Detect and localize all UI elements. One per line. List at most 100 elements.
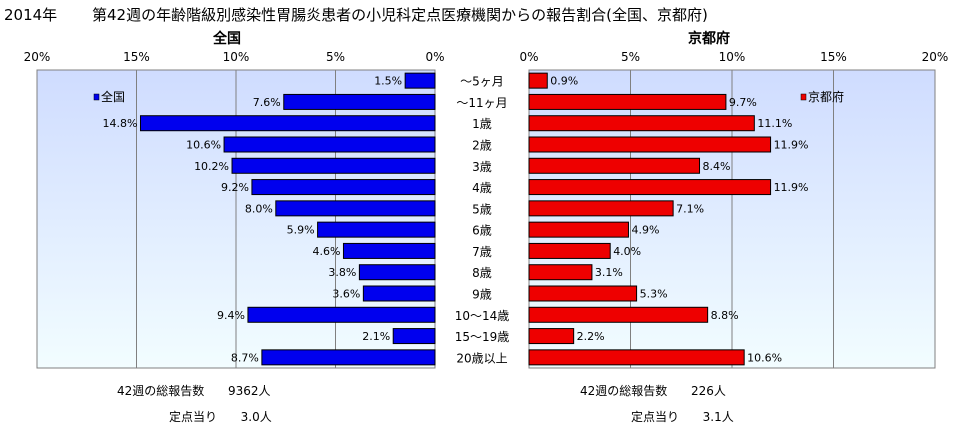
age-category-label: ～5ヶ月 [460,75,504,89]
national-data-label: 9.4% [217,309,245,322]
kyoto-bar [528,115,755,132]
age-category-label: 5歳 [472,202,492,216]
national-legend-swatch [93,93,100,101]
national-total: 42週の総報告数 9362人 [117,382,270,399]
national-per-label: 定点当り [169,410,218,424]
age-category-label: 10～14歳 [455,309,510,323]
chart-title: 2014年 第42週の年齢階級別感染性胃腸炎患者の小児科定点医療機関からの報告割合… [4,4,708,25]
kyoto-data-label: 0.9% [550,75,578,88]
kyoto-data-label: 2.2% [577,330,605,343]
age-category-label: 6歳 [472,224,492,238]
kyoto-data-label: 4.9% [631,224,659,237]
national-tick-label: 0% [425,50,444,64]
kyoto-bar [528,285,638,302]
age-category-label: 1歳 [472,117,492,131]
age-category-label: 2歳 [472,139,492,153]
national-bar [362,285,436,302]
kyoto-bar [528,349,745,366]
national-bar [251,179,436,196]
kyoto-per-label: 定点当り [631,410,680,424]
kyoto-data-label: 8.4% [703,160,731,173]
kyoto-total-label: 42週の総報告数 [580,384,668,398]
kyoto-bar [528,136,772,153]
kyoto-data-label: 3.1% [595,266,623,279]
national-bar [275,200,436,217]
national-data-label: 2.1% [362,330,390,343]
title-text: 第42週の年齢階級別感染性胃腸炎患者の小児科定点医療機関からの報告割合(全国、京… [92,6,708,24]
kyoto-tick-label: 15% [820,50,847,64]
national-total-label: 42週の総報告数 [117,384,205,398]
kyoto-legend: 京都府 [800,89,844,104]
kyoto-bar [528,221,629,238]
kyoto-data-label: 8.8% [711,309,739,322]
national-panel-title: 全国 [213,31,241,47]
kyoto-bar [528,264,593,281]
national-data-label: 3.6% [332,288,360,301]
age-category-labels: ～5ヶ月 ～11ヶ月 1歳 2歳 3歳 4歳 5歳 6歳 7歳 8歳 9歳 10～14歳 15～19歳 2… [455,75,510,366]
national-data-label: 7.6% [253,96,281,109]
national-data-label: 1.5% [374,75,402,88]
age-category-label: 4歳 [472,181,492,195]
age-category-label: 9歳 [472,288,492,302]
national-data-label: 10.2% [194,160,229,173]
national-data-label: 8.7% [231,351,259,364]
kyoto-data-label: 7.1% [676,202,704,215]
national-bar [231,157,436,174]
national-legend-label: 全国 [101,89,125,104]
kyoto-legend-swatch [800,93,807,101]
national-panel: 20% 15% 10% 5% 0% 1.5% 7.6% 14.8% 10.6% 10.2% 9.2%… [24,50,445,369]
national-data-label: 3.8% [328,266,356,279]
national-data-label: 5.9% [287,224,315,237]
national-bar [392,328,436,345]
kyoto-per-value: 3.1人 [702,410,734,424]
national-data-label: 8.0% [245,202,273,215]
national-tick-label: 20% [24,50,51,64]
kyoto-legend-label: 京都府 [808,89,844,104]
national-per-value: 3.0人 [240,410,272,424]
kyoto-data-label: 11.9% [774,139,809,152]
kyoto-panel-title: 京都府 [688,31,730,47]
age-category-label: ～11ヶ月 [456,96,507,110]
age-category-label: 7歳 [472,245,492,259]
national-tick-label: 10% [223,50,250,64]
national-legend: 全国 [93,89,125,104]
national-bar [358,264,436,281]
age-category-label: 3歳 [472,160,492,174]
kyoto-bar [528,242,611,259]
kyoto-bar [528,93,727,110]
kyoto-bar [528,306,709,323]
kyoto-bar [528,200,674,217]
national-data-label: 9.2% [221,181,249,194]
kyoto-bar [528,157,701,174]
kyoto-total: 42週の総報告数 226人 [580,382,726,399]
national-data-label: 10.6% [186,139,221,152]
title-year: 2014年 [4,6,58,24]
national-per-site: 定点当り 3.0人 [169,408,272,425]
national-data-label: 14.8% [103,117,138,130]
national-bar [223,136,436,153]
national-data-label: 4.6% [313,245,341,258]
kyoto-data-label: 11.9% [774,181,809,194]
kyoto-bar [528,72,548,89]
kyoto-tick-label: 5% [621,50,640,64]
national-tick-label: 5% [326,50,345,64]
national-tick-label: 15% [123,50,150,64]
national-bar [247,306,436,323]
age-category-label: 20歳以上 [456,351,507,365]
kyoto-data-label: 11.1% [757,117,792,130]
national-bar [342,242,436,259]
kyoto-bar [528,179,772,196]
kyoto-panel: 0% 5% 10% 15% 20% 0.9% 9.7%11.1% 11.9% 8.4% 11.9%… [519,50,948,369]
kyoto-data-label: 10.6% [747,351,782,364]
kyoto-tick-label: 0% [519,50,538,64]
age-category-label: 15～19歳 [455,330,510,344]
kyoto-per-site: 定点当り 3.1人 [631,408,734,425]
kyoto-total-value: 226人 [690,384,726,398]
national-bar [317,221,436,238]
national-bar [283,93,436,110]
national-bar [404,72,436,89]
kyoto-bar [528,328,575,345]
national-bar [261,349,436,366]
national-bar [139,115,436,132]
